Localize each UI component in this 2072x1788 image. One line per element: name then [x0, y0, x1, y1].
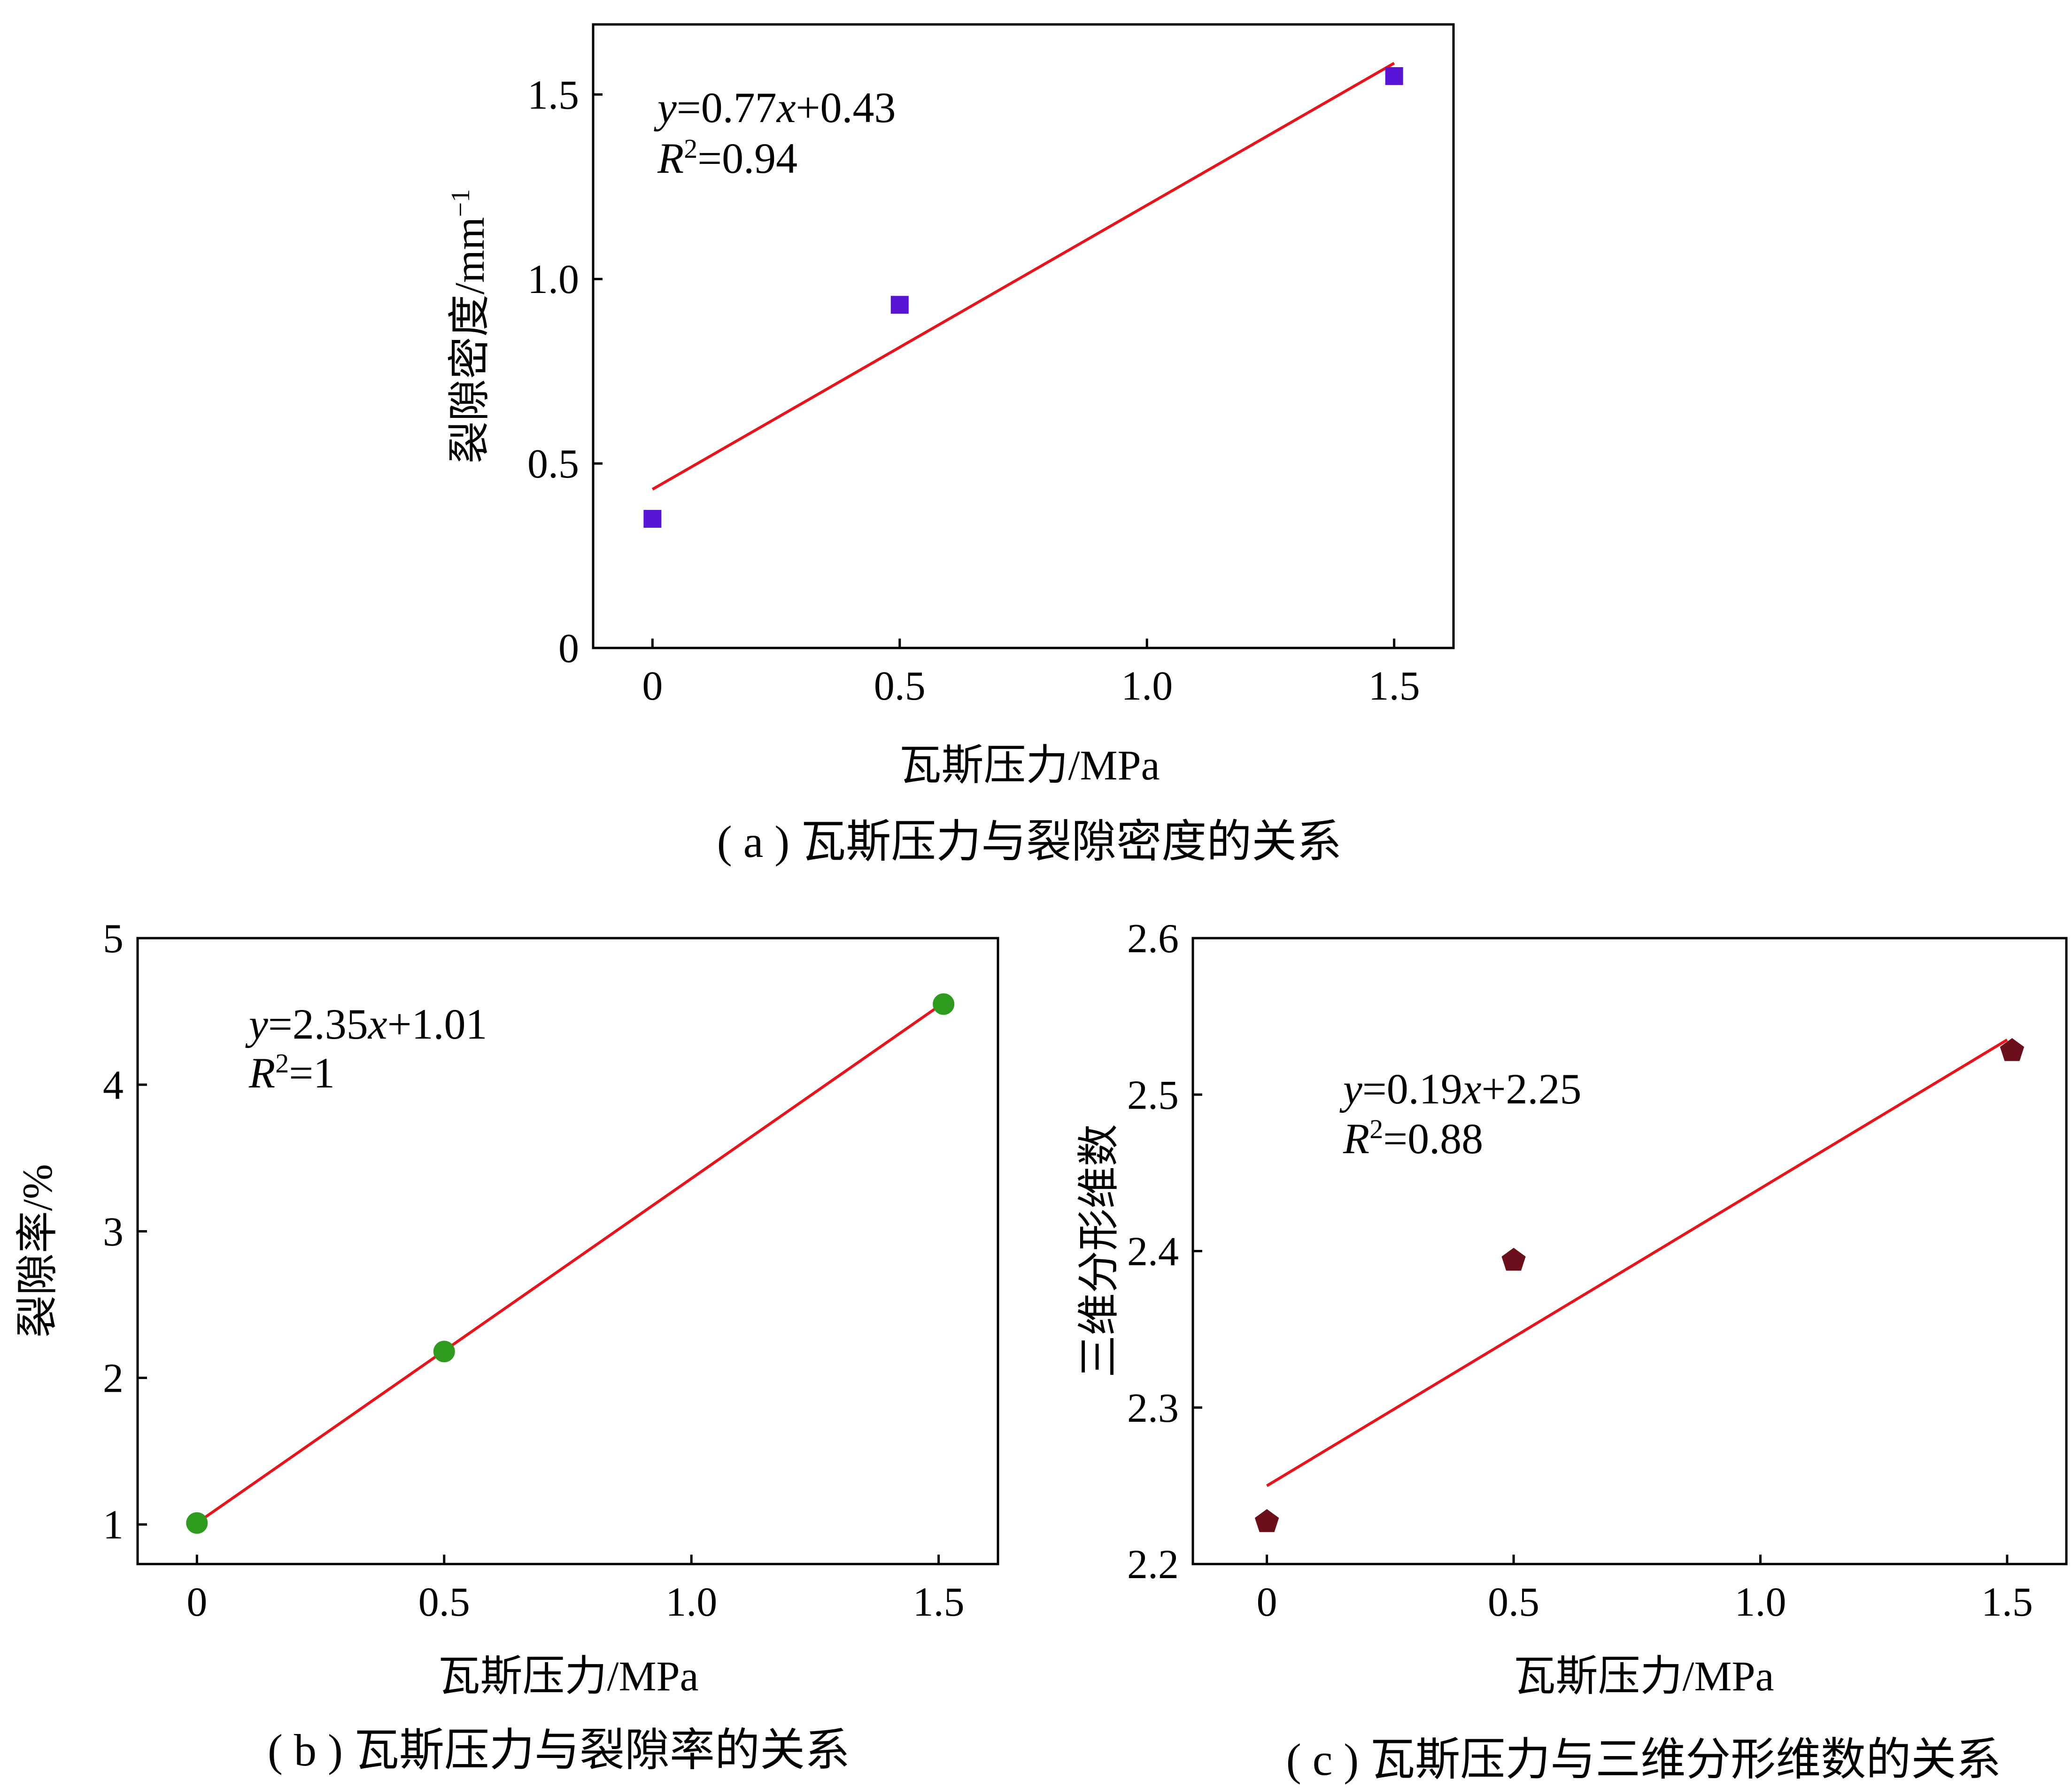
x-tick-label-b: 0.5 — [418, 1580, 470, 1625]
y-tick-label-b: 2 — [103, 1356, 124, 1402]
x-tick-label-c: 0.5 — [1488, 1580, 1539, 1625]
y-tick-label-b: 5 — [103, 916, 124, 962]
data-point-c — [2000, 1038, 2025, 1061]
y-tick-label-a: 0.5 — [527, 441, 579, 487]
y-tick-label-c: 2.5 — [1127, 1072, 1179, 1118]
data-point-b — [433, 1341, 455, 1363]
y-tick-label-c: 2.4 — [1127, 1229, 1179, 1275]
y-tick-label-c: 2.2 — [1127, 1542, 1179, 1588]
plot-frame-a — [592, 23, 1455, 649]
plot-frame-c — [1191, 937, 2068, 1565]
y-tick-label-c: 2.6 — [1127, 916, 1179, 962]
chart-c: 三维分形维数 瓦斯压力/MPa ( c ) 瓦斯压力与三维分形维数的关系 y=0… — [1076, 916, 2068, 1785]
x-tick-label-c: 1.5 — [1981, 1580, 2033, 1625]
data-point-a — [890, 296, 909, 314]
y-tick-label-a: 1.5 — [527, 72, 579, 118]
y-axis-label-b: 裂隙率/% — [15, 1164, 61, 1338]
data-point-c — [1501, 1248, 1526, 1271]
x-tick-label-a: 1.0 — [1121, 663, 1173, 709]
y-tick-label-b: 3 — [103, 1209, 124, 1255]
regression-equation-b: y=2.35x+1.01 — [245, 1000, 487, 1048]
x-tick-label-a: 0 — [642, 663, 663, 709]
x-tick-label-b: 1.5 — [913, 1580, 965, 1625]
x-tick-label-c: 0 — [1257, 1580, 1277, 1625]
plot-frame-b — [136, 937, 999, 1565]
caption-a: ( a ) 瓦斯压力与裂隙密度的关系 — [717, 817, 1342, 867]
y-tick-label-b: 4 — [103, 1063, 124, 1108]
regression-equation-c: y=0.19x+2.25 — [1339, 1065, 1581, 1113]
x-axis-label-a: 瓦斯压力/MPa — [899, 742, 1160, 789]
r-squared-a: R2=0.94 — [657, 133, 797, 183]
y-axis-label-a: 裂隙密度/mm−1 — [446, 189, 493, 464]
y-tick-label-a: 1.0 — [527, 257, 579, 302]
caption-c: ( c ) 瓦斯压力与三维分形维数的关系 — [1286, 1734, 2002, 1785]
x-tick-label-b: 1.0 — [665, 1580, 717, 1625]
x-tick-label-b: 0 — [186, 1580, 207, 1625]
y-tick-label-c: 2.3 — [1127, 1386, 1179, 1431]
y-tick-label-b: 1 — [103, 1503, 124, 1548]
data-point-b — [933, 993, 955, 1015]
y-tick-label-a: 0 — [558, 626, 579, 671]
x-tick-label-a: 0.5 — [874, 663, 926, 709]
x-tick-label-a: 1.5 — [1368, 663, 1420, 709]
r-squared-b: R2=1 — [248, 1048, 335, 1097]
x-axis-label-c: 瓦斯压力/MPa — [1513, 1653, 1774, 1700]
y-axis-label-c: 三维分形维数 — [1076, 1124, 1122, 1378]
regression-equation-a: y=0.77x+0.43 — [654, 84, 896, 131]
caption-b: ( b ) 瓦斯压力与裂隙率的关系 — [268, 1725, 850, 1775]
chart-b: 裂隙率/% 瓦斯压力/MPa ( b ) 瓦斯压力与裂隙率的关系 y=2.35x… — [15, 916, 999, 1775]
data-point-a — [1385, 67, 1403, 85]
fit-line-c — [1266, 1039, 2008, 1487]
data-point-a — [643, 509, 662, 528]
x-axis-label-b: 瓦斯压力/MPa — [438, 1653, 698, 1700]
fit-line-b — [196, 1002, 944, 1525]
chart-a: 裂隙密度/mm−1 瓦斯压力/MPa ( a ) 瓦斯压力与裂隙密度的关系 y=… — [446, 23, 1455, 867]
fit-line-a — [651, 62, 1395, 491]
x-tick-label-c: 1.0 — [1734, 1580, 1786, 1625]
data-point-c — [1254, 1509, 1279, 1532]
data-point-b — [186, 1512, 208, 1534]
r-squared-c: R2=0.88 — [1343, 1114, 1483, 1163]
